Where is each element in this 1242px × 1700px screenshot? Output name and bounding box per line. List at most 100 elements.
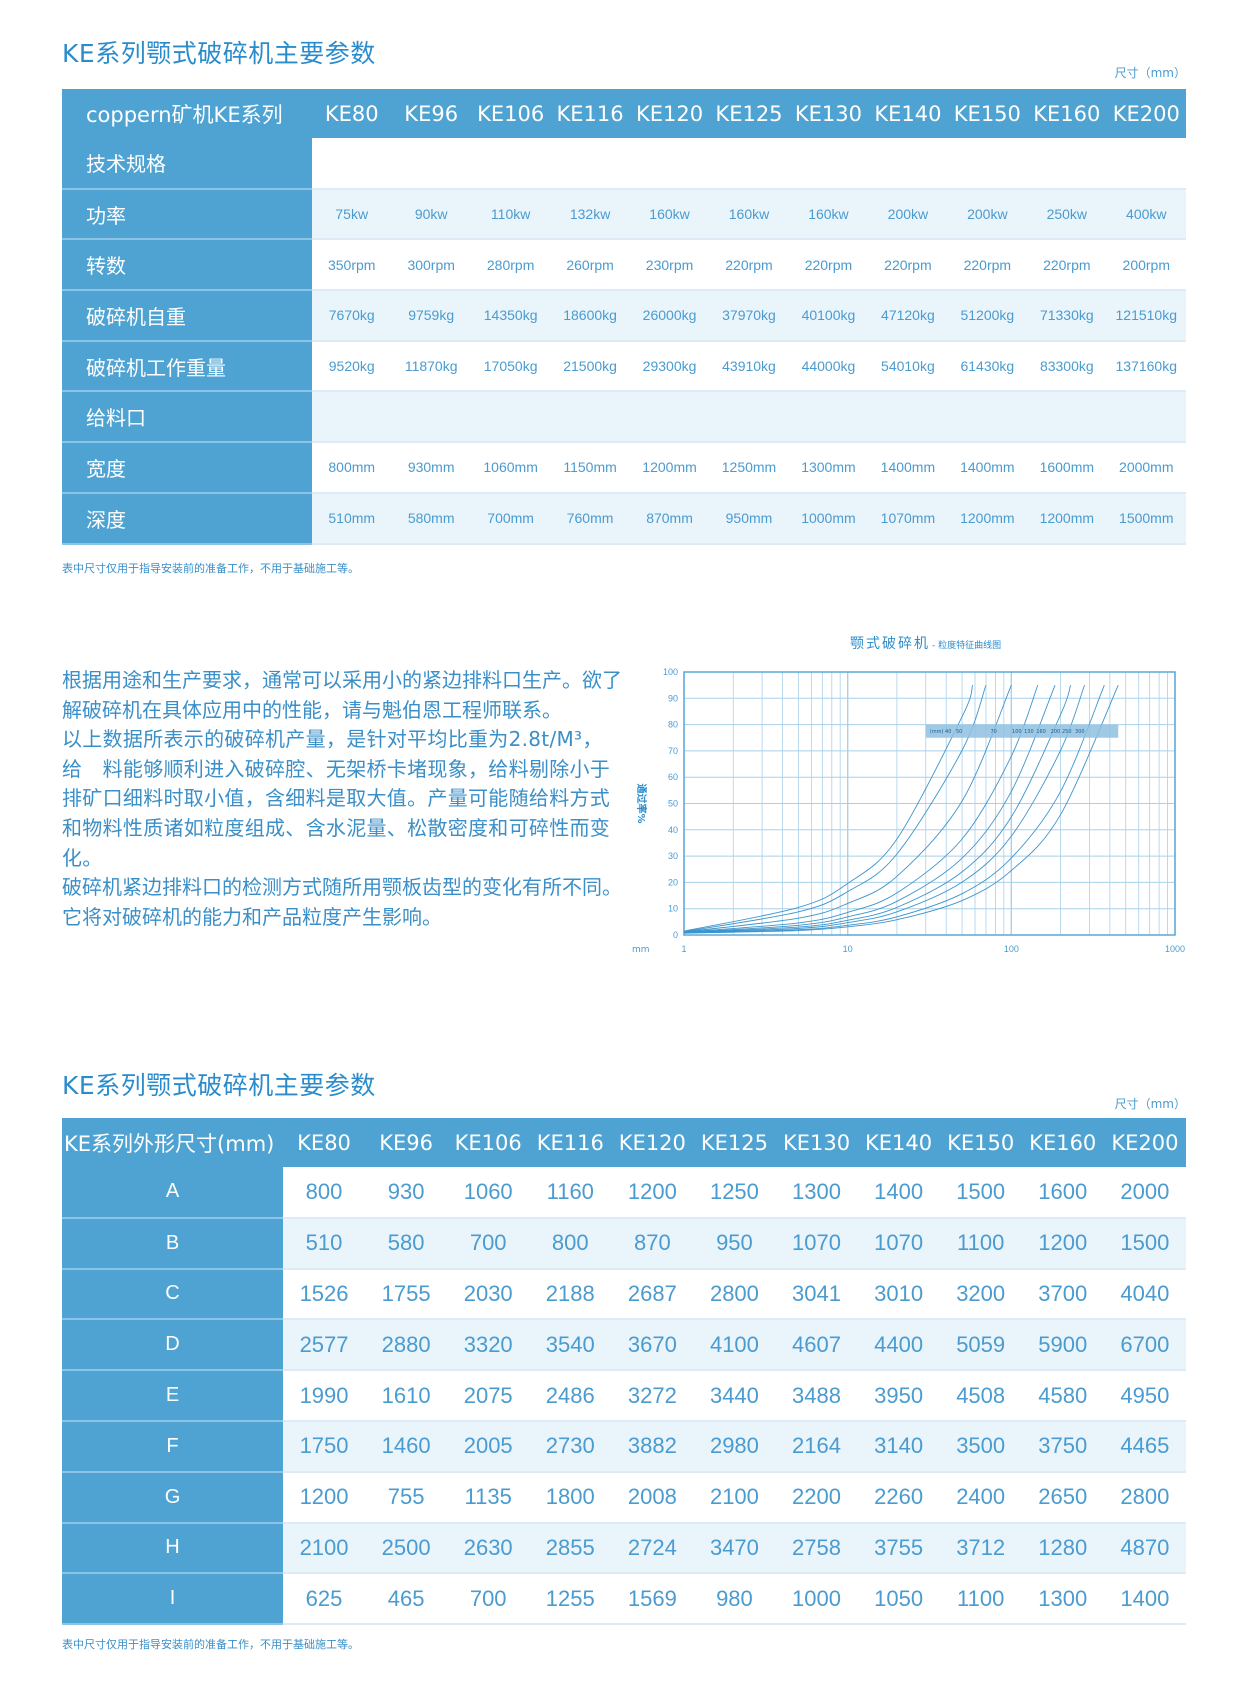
curve-200 xyxy=(683,684,1085,934)
table-cell: 3700 xyxy=(1021,1268,1104,1321)
table-cell: 2800 xyxy=(693,1268,776,1321)
table-cell: 1200mm xyxy=(1027,492,1107,545)
table-cell: 1070mm xyxy=(868,492,948,545)
table-cell: 1100 xyxy=(939,1217,1022,1270)
table-cell: 2687 xyxy=(611,1268,694,1321)
table-cell: 3272 xyxy=(611,1370,694,1422)
row-label: 转数 xyxy=(62,239,312,292)
table-cell: 3712 xyxy=(939,1522,1022,1575)
table-cell: 5900 xyxy=(1021,1319,1104,1372)
table-row: A 800 930 1060 1160 1200 1250 1300 1400 1500 1600 2… xyxy=(62,1167,1186,1219)
x-tick-label: 10 xyxy=(843,944,853,954)
table-cell: 580 xyxy=(365,1217,448,1270)
table-cell: 2486 xyxy=(529,1370,612,1422)
table-cell: 3750 xyxy=(1021,1420,1104,1473)
table-cell: 400kw xyxy=(1106,188,1186,241)
header-model: KE106 xyxy=(447,1118,530,1167)
header-series-label: coppern矿机KE系列 xyxy=(62,89,312,138)
table-cell: 1200 xyxy=(283,1471,366,1524)
y-tick-label: 20 xyxy=(668,877,678,887)
table-cell: 220rpm xyxy=(709,239,789,292)
table-cell: 3540 xyxy=(529,1319,612,1372)
table-cell: 3488 xyxy=(775,1370,858,1422)
table-cell: 1500 xyxy=(1103,1217,1186,1270)
table-cell: 2724 xyxy=(611,1522,694,1575)
header-model: KE96 xyxy=(391,89,471,138)
y-tick-label: 60 xyxy=(668,772,678,782)
table-cell: 1755 xyxy=(365,1268,448,1321)
y-tick-label: 30 xyxy=(668,851,678,861)
curve-70 xyxy=(683,684,1012,933)
y-tick-label: 0 xyxy=(673,930,678,940)
row-label: 功率 xyxy=(62,188,312,241)
table-cell: 2880 xyxy=(365,1319,448,1372)
table-cell: 580mm xyxy=(391,492,471,545)
header-model: KE140 xyxy=(868,89,948,138)
table-cell: 2005 xyxy=(447,1420,530,1473)
x-axis-label: mm xyxy=(632,945,650,955)
curve-250 xyxy=(683,684,1105,934)
curve-40 xyxy=(683,685,974,932)
table-cell: 3200 xyxy=(939,1268,1022,1321)
row-label: B xyxy=(62,1217,283,1270)
header-model: KE80 xyxy=(283,1118,366,1167)
table-cell: 43910kg xyxy=(709,340,789,393)
table-cell: 755 xyxy=(365,1471,448,1524)
table-cell: 1300 xyxy=(1021,1573,1104,1626)
table-header-row: KE系列外形尺寸(mm) KE80 KE96 KE106 KE116 KE120 KE125… xyxy=(62,1118,1186,1167)
table-row: 给料口 xyxy=(62,391,1186,444)
table-cell: 90kw xyxy=(391,188,471,241)
table-row: 宽度 800mm 930mm 1060mm 1150mm 1200mm 1250mm 1300… xyxy=(62,442,1186,494)
row-label: A xyxy=(62,1167,283,1219)
size-legend-label: 300 xyxy=(1075,729,1085,735)
row-label: 给料口 xyxy=(62,391,312,444)
x-tick-label: 1 xyxy=(681,944,686,954)
table-cell: 2188 xyxy=(529,1268,612,1321)
table-cell: 2000 xyxy=(1103,1167,1186,1219)
table-cell: 2758 xyxy=(775,1522,858,1575)
table-cell: 4100 xyxy=(693,1319,776,1372)
table-row: F 1750 1460 2005 2730 3882 2980 2164 3140 3500 375… xyxy=(62,1420,1186,1473)
table-cell: 510mm xyxy=(312,492,392,545)
table-row: 破碎机自重 7670kg 9759kg 14350kg 18600kg 26000kg 37… xyxy=(62,290,1186,342)
table-cell: 4580 xyxy=(1021,1370,1104,1422)
y-axis-label: 通过率% xyxy=(635,784,648,824)
row-label: D xyxy=(62,1319,283,1372)
table-cell: 1060 xyxy=(447,1167,530,1219)
table-cell: 121510kg xyxy=(1106,290,1186,342)
table-cell: 11870kg xyxy=(391,340,471,393)
section2-note: 表中尺寸仅用于指导安装前的准备工作，不用于基础施工等。 xyxy=(62,1638,359,1651)
technical-spec-table: coppern矿机KE系列 KE80 KE96 KE106 KE116 KE120 KE12… xyxy=(62,89,1186,545)
table-row: 功率 75kw 90kw 110kw 132kw 160kw 160kw 160kw 200kw… xyxy=(62,188,1186,241)
header-model: KE200 xyxy=(1103,1118,1186,1167)
table-cell: 2800 xyxy=(1103,1471,1186,1524)
table-cell: 17050kg xyxy=(470,340,551,393)
table-cell: 1400 xyxy=(857,1167,940,1219)
table-row: E 1990 1610 2075 2486 3272 3440 3488 3950 4508 458… xyxy=(62,1370,1186,1422)
table-cell: 75kw xyxy=(312,188,392,241)
curve-100 xyxy=(683,684,1039,933)
table-cell: 260rpm xyxy=(550,239,630,292)
row-label: H xyxy=(62,1522,283,1575)
size-legend-label: 100 xyxy=(1012,729,1022,735)
chart-subtitle: - 粒度特征曲线图 xyxy=(932,639,1001,651)
table-cell: 1750 xyxy=(283,1420,366,1473)
table-cell: 950 xyxy=(693,1217,776,1270)
table-cell: 3041 xyxy=(775,1268,858,1321)
curve-130 xyxy=(683,684,1056,933)
table-cell: 1200mm xyxy=(629,442,710,494)
header-model: KE130 xyxy=(775,1118,858,1167)
table-cell: 1000 xyxy=(775,1573,858,1626)
section1-note: 表中尺寸仅用于指导安装前的准备工作，不用于基础施工等。 xyxy=(62,562,359,575)
row-label: 破碎机工作重量 xyxy=(62,340,312,393)
table-cell: 3470 xyxy=(693,1522,776,1575)
header-model: KE150 xyxy=(939,1118,1022,1167)
table-cell: 280rpm xyxy=(470,239,551,292)
header-model: KE116 xyxy=(529,1118,612,1167)
table-cell: 4607 xyxy=(775,1319,858,1372)
table-cell: 220rpm xyxy=(1027,239,1107,292)
table-row: G 1200 755 1135 1800 2008 2100 2200 2260 2400 2650… xyxy=(62,1471,1186,1524)
table-cell: 6700 xyxy=(1103,1319,1186,1372)
table-cell: 870mm xyxy=(629,492,710,545)
table-cell: 2260 xyxy=(857,1471,940,1524)
